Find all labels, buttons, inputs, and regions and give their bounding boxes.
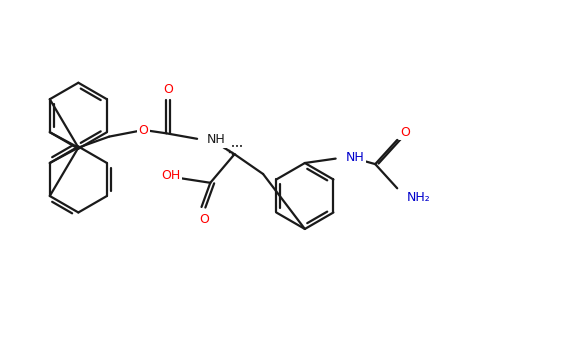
Text: NH₂: NH₂ [407, 191, 431, 204]
Text: NH: NH [345, 151, 364, 164]
Text: O: O [163, 83, 173, 96]
Text: O: O [199, 213, 209, 225]
Text: OH: OH [161, 168, 180, 182]
Text: O: O [138, 124, 148, 136]
Text: O: O [400, 126, 410, 139]
Text: NH: NH [207, 133, 226, 146]
Text: •••: ••• [230, 144, 243, 150]
